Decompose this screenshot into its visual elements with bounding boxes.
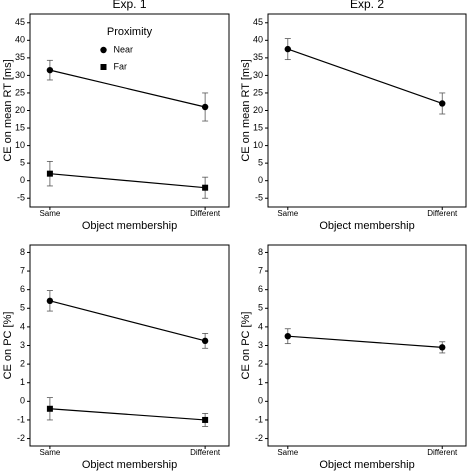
panel-title: Exp. 1: [112, 0, 146, 11]
series-line: [49, 300, 206, 342]
marker: [439, 100, 446, 107]
x-tick-label: Same: [39, 448, 60, 457]
plot-frame: [29, 13, 230, 208]
y-tick-label: 25: [253, 87, 263, 97]
x-tick-label: Same: [39, 209, 60, 218]
x-axis-title: Object membership: [319, 220, 414, 232]
series-line: [49, 173, 206, 189]
y-tick-label: -1: [255, 414, 263, 424]
y-axis-title: CE on mean RT [ms]: [2, 59, 14, 161]
y-tick-label: 5: [258, 158, 263, 168]
y-tick-label: 4: [20, 321, 25, 331]
y-axis-title: CE on PC [%]: [240, 312, 252, 380]
x-axis-title: Object membership: [319, 459, 414, 471]
y-tick-label: 35: [15, 52, 25, 62]
series-line: [49, 69, 206, 108]
y-tick-label: 1: [258, 377, 263, 387]
y-tick-label: 15: [253, 122, 263, 132]
plot-frame: [267, 13, 467, 208]
y-tick-label: 40: [15, 35, 25, 45]
x-axis-title: Object membership: [82, 459, 177, 471]
y-tick-label: 5: [258, 303, 263, 313]
y-tick-label: 4: [258, 321, 263, 331]
y-tick-label: 3: [20, 340, 25, 350]
y-tick-label: -1: [17, 414, 25, 424]
y-tick-label: 30: [253, 70, 263, 80]
x-axis-title: Object membership: [82, 220, 177, 232]
y-tick-label: 10: [15, 140, 25, 150]
y-tick-label: 20: [15, 105, 25, 115]
marker: [46, 297, 54, 305]
y-tick-label: 7: [20, 265, 25, 275]
series-line: [287, 48, 443, 105]
marker: [439, 344, 446, 351]
y-axis-title: CE on mean RT [ms]: [240, 59, 252, 161]
y-tick-label: 25: [15, 87, 25, 97]
y-tick-label: 7: [258, 265, 263, 275]
y-tick-label: 40: [253, 35, 263, 45]
y-tick-label: 0: [20, 396, 25, 406]
marker: [46, 170, 53, 177]
y-tick-label: 3: [258, 340, 263, 350]
marker: [202, 416, 209, 423]
panel-title: Exp. 2: [350, 0, 384, 11]
y-tick-label: 8: [20, 247, 25, 257]
marker: [100, 46, 107, 54]
legend-label: Near: [114, 44, 134, 54]
y-tick-label: 35: [253, 52, 263, 62]
y-tick-label: 10: [253, 140, 263, 150]
y-tick-label: 5: [20, 158, 25, 168]
x-tick-label: Different: [427, 448, 458, 457]
x-tick-label: Different: [190, 448, 221, 457]
series-line: [287, 335, 443, 348]
y-tick-label: 30: [15, 70, 25, 80]
y-tick-label: 20: [253, 105, 263, 115]
y-tick-label: -2: [17, 433, 25, 443]
x-tick-label: Different: [427, 209, 458, 218]
y-tick-label: 45: [253, 17, 263, 27]
plot-frame: [29, 244, 230, 447]
marker: [284, 332, 291, 340]
y-tick-label: 8: [258, 247, 263, 257]
legend-label: Far: [114, 61, 128, 71]
x-tick-label: Different: [190, 209, 221, 218]
y-tick-label: -2: [255, 433, 263, 443]
plot-frame: [267, 244, 467, 447]
legend-title: Proximity: [107, 26, 153, 38]
y-tick-label: 6: [20, 284, 25, 294]
marker: [201, 337, 209, 345]
marker: [202, 184, 209, 191]
series-line: [49, 408, 206, 421]
marker: [100, 64, 107, 70]
y-tick-label: -5: [17, 193, 25, 203]
marker: [284, 45, 291, 53]
y-tick-label: 0: [258, 396, 263, 406]
marker: [46, 66, 54, 74]
y-tick-label: 1: [20, 377, 25, 387]
y-tick-label: 0: [20, 175, 25, 185]
y-axis-title: CE on PC [%]: [2, 312, 14, 380]
marker: [201, 103, 209, 111]
x-tick-label: Same: [277, 209, 298, 218]
marker: [46, 405, 53, 412]
x-tick-label: Same: [277, 448, 298, 457]
y-tick-label: 0: [258, 175, 263, 185]
y-tick-label: 45: [15, 17, 25, 27]
y-tick-label: 2: [258, 358, 263, 368]
y-tick-label: 15: [15, 122, 25, 132]
y-tick-label: 6: [258, 284, 263, 294]
y-tick-label: -5: [255, 193, 263, 203]
y-tick-label: 5: [20, 303, 25, 313]
y-tick-label: 2: [20, 358, 25, 368]
